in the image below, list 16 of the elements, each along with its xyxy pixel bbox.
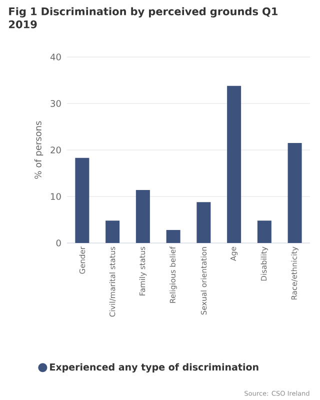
y-tick-label: 10 — [51, 193, 61, 200]
bar — [136, 190, 150, 243]
chart-title: Fig 1 Discrimination by perceived grounds Q1 2019 — [9, 7, 278, 28]
bar — [227, 86, 242, 243]
bar — [106, 220, 120, 243]
y-tick-label: 0 — [56, 240, 61, 246]
bar — [196, 202, 211, 243]
y-tick-label: 20 — [50, 146, 61, 154]
bar — [257, 220, 272, 243]
legend-label: Experienced any type of discrimination — [50, 363, 258, 373]
y-axis-title: % of persons — [34, 121, 44, 179]
y-tick-label: 40 — [50, 54, 61, 60]
bar — [288, 143, 302, 243]
bar — [166, 230, 180, 243]
y-tick-label: 30 — [50, 100, 61, 107]
bar — [75, 158, 90, 243]
